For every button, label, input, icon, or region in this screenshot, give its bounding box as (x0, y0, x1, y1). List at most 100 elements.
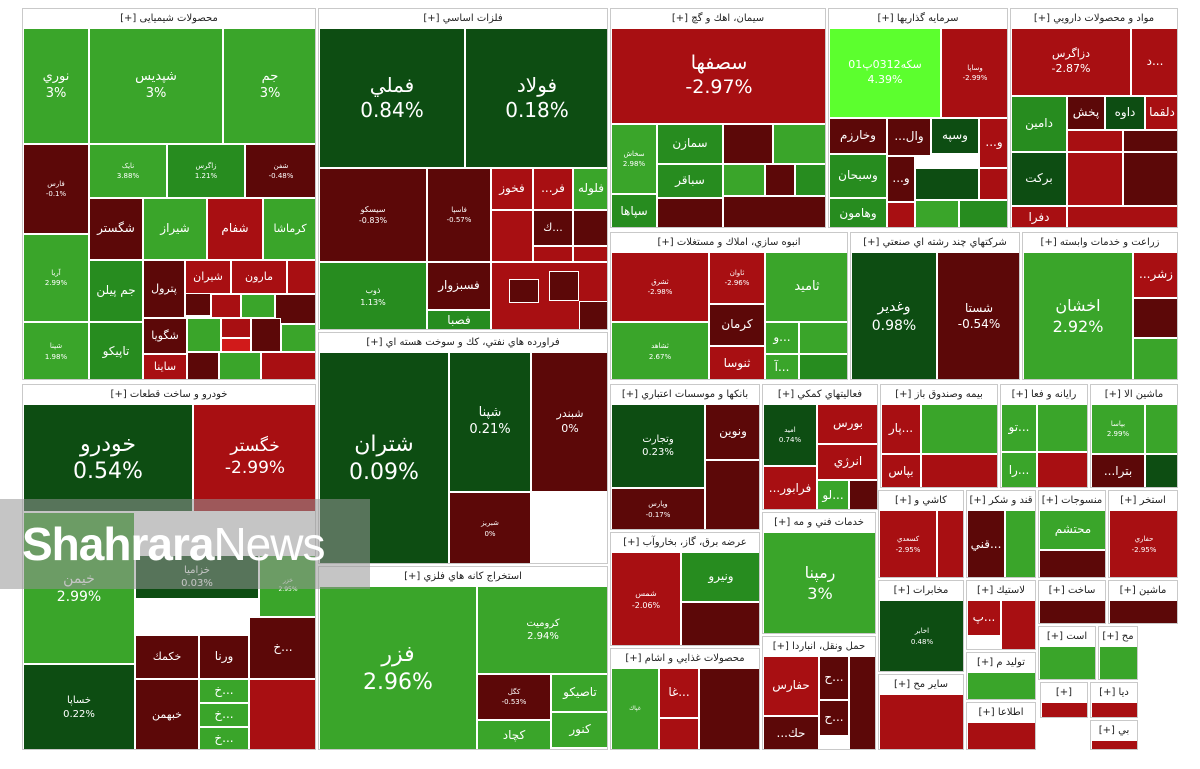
sector-title-expand[interactable]: مواد و محصولات دارويي [+] (1011, 9, 1177, 28)
stock-tile[interactable]: فاسپا -0.57% (427, 168, 491, 262)
minor-tile[interactable] (549, 271, 579, 301)
minor-tile[interactable] (1041, 702, 1087, 717)
stock-tile[interactable]: بركت (1011, 152, 1067, 206)
sector-title-expand[interactable]: بيمه وصندوق باز [+] (881, 385, 997, 404)
stock-tile[interactable]: ساينا (143, 354, 187, 379)
stock-tile[interactable]: ورنا (199, 635, 249, 679)
stock-tile[interactable]: ثنوسا (709, 346, 765, 379)
stock-tile[interactable]: شپديس 3% (89, 28, 223, 144)
minor-tile[interactable] (221, 338, 251, 352)
stock-tile[interactable]: دامين (1011, 96, 1067, 152)
minor-tile[interactable] (287, 260, 315, 294)
sector-title-expand[interactable]: كاشي و [+] (879, 491, 963, 510)
sector-title-expand[interactable]: بانكها و موسسات اعتباري [+] (611, 385, 759, 404)
minor-tile[interactable] (551, 748, 607, 749)
stock-tile[interactable]: زاگرس 1.21% (167, 144, 245, 198)
minor-tile[interactable] (849, 480, 877, 509)
stock-tile[interactable]: ...قني (967, 510, 1005, 577)
stock-tile[interactable]: ...ك (533, 210, 573, 246)
sector-title-expand[interactable]: اطلاعا [+] (967, 703, 1035, 722)
stock-tile[interactable]: شگستر (89, 198, 143, 260)
stock-tile[interactable]: سكه0312پ01 4.39% (829, 28, 941, 118)
minor-tile[interactable] (1067, 152, 1123, 206)
sector-title-expand[interactable]: خدمات فني و مه [+] (763, 513, 875, 532)
stock-tile[interactable]: دلقما (1145, 96, 1177, 130)
stock-tile[interactable]: ...د (1131, 28, 1177, 96)
minor-tile[interactable] (241, 294, 275, 318)
minor-tile[interactable] (887, 202, 915, 227)
stock-tile[interactable]: ...ح (819, 656, 849, 700)
minor-tile[interactable] (1067, 206, 1177, 227)
minor-tile[interactable] (1039, 600, 1105, 623)
stock-tile[interactable]: و... (979, 118, 1007, 168)
stock-tile[interactable]: فارس -0.1% (23, 144, 89, 234)
stock-tile[interactable]: كروميت 2.94% (477, 586, 607, 674)
minor-tile[interactable] (187, 352, 219, 379)
stock-tile[interactable]: وهامون (829, 198, 887, 227)
minor-tile[interactable] (879, 694, 963, 749)
minor-tile[interactable] (795, 164, 825, 196)
stock-tile[interactable]: نوري 3% (23, 28, 89, 144)
stock-tile[interactable]: سباقر (657, 164, 723, 198)
stock-tile[interactable]: ...و (765, 322, 799, 354)
stock-tile[interactable]: جم 3% (223, 28, 315, 144)
minor-tile[interactable] (533, 246, 573, 262)
minor-tile[interactable] (579, 301, 607, 329)
minor-tile[interactable] (261, 352, 315, 379)
stock-tile[interactable]: شستا -0.54% (937, 252, 1019, 379)
stock-tile[interactable]: بورس (817, 404, 877, 444)
stock-tile[interactable]: وغدير 0.98% (851, 252, 937, 379)
stock-tile[interactable]: شيران (185, 260, 231, 294)
sector-title-expand[interactable]: استخر [+] (1109, 491, 1177, 510)
sector-title-expand[interactable]: است [+] (1039, 627, 1095, 646)
minor-tile[interactable] (1109, 600, 1177, 623)
stock-tile[interactable]: خودرو 0.54% (23, 404, 193, 512)
stock-tile[interactable]: فصبا (427, 310, 491, 329)
stock-tile[interactable]: ...خ (249, 617, 315, 679)
stock-tile[interactable]: وسبحان (829, 154, 887, 198)
stock-tile[interactable]: ...پ (967, 600, 1001, 636)
minor-tile[interactable] (937, 510, 963, 577)
minor-tile[interactable] (249, 679, 315, 749)
stock-tile[interactable]: تاصيكو (551, 674, 607, 712)
stock-tile[interactable]: شپنا 0.21% (449, 352, 531, 492)
stock-tile[interactable]: آريا 2.99% (23, 234, 89, 322)
minor-tile[interactable] (1005, 510, 1035, 577)
stock-tile[interactable]: كنور (551, 712, 607, 748)
minor-tile[interactable] (1123, 152, 1177, 206)
stock-tile[interactable]: بپاسا 2.99% (1091, 404, 1145, 454)
sector-title-expand[interactable]: سایر مح [+] (879, 675, 963, 694)
stock-tile[interactable]: سخاش 2.98% (611, 124, 657, 194)
stock-tile[interactable]: ونوين (705, 404, 759, 460)
stock-tile[interactable]: نايک 3.88% (89, 144, 167, 198)
stock-tile[interactable]: شفام (207, 198, 263, 260)
stock-tile[interactable]: شپنا 1.98% (23, 322, 89, 379)
minor-tile[interactable] (1037, 452, 1087, 487)
minor-tile[interactable] (275, 294, 315, 324)
stock-tile[interactable]: ثامید (765, 252, 847, 322)
sector-title-expand[interactable]: حمل ونقل، انباردا [+] (763, 637, 875, 656)
stock-tile[interactable]: وپارس -0.17% (611, 488, 705, 529)
minor-tile[interactable] (1133, 298, 1177, 338)
stock-tile[interactable]: كرمان (709, 304, 765, 346)
sector-title-expand[interactable]: ديا [+] (1091, 683, 1137, 702)
stock-tile[interactable]: وخارزم (829, 118, 887, 154)
sector-title-expand[interactable]: استخراج كانه هاي فلزي [+] (319, 567, 607, 586)
minor-tile[interactable] (967, 672, 1035, 699)
sector-title-expand[interactable]: ماشين [+] (1109, 581, 1177, 600)
minor-tile[interactable] (573, 246, 607, 262)
minor-tile[interactable] (1067, 130, 1123, 152)
stock-tile[interactable]: فرابور... (763, 466, 817, 509)
stock-tile[interactable]: ...خ (199, 703, 249, 727)
minor-tile[interactable] (573, 210, 607, 246)
sector-title-expand[interactable]: رايانه و فعا [+] (1001, 385, 1087, 404)
sector-title-expand[interactable]: محصولات غذايي و اشام [+] (611, 649, 759, 668)
sector-title-expand[interactable]: فلزات اساسي [+] (319, 9, 607, 28)
stock-tile[interactable]: كگل -0.53% (477, 674, 551, 720)
stock-tile[interactable]: حفارس (763, 656, 819, 716)
minor-tile[interactable] (1001, 600, 1035, 649)
stock-tile[interactable]: غپاك (611, 668, 659, 749)
sector-title-expand[interactable]: شركتهاي چند رشته اي صنعتي [+] (851, 233, 1019, 252)
stock-tile[interactable]: رمپنا 3% (763, 532, 875, 633)
stock-tile[interactable]: وال... (887, 118, 931, 156)
